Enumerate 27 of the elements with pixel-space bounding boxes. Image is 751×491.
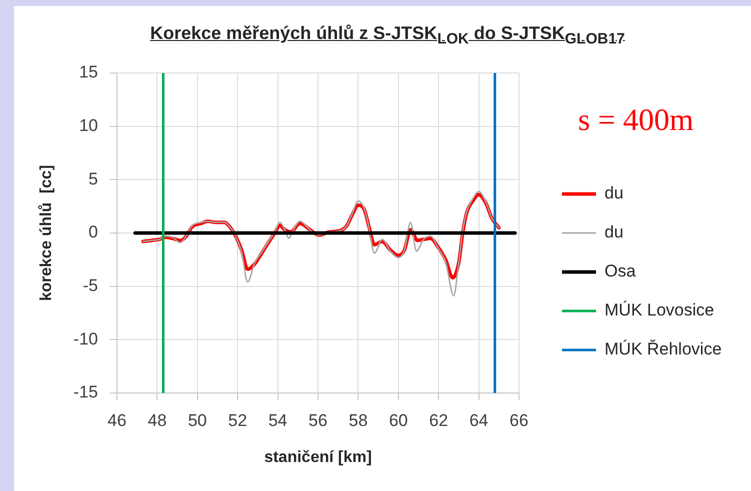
x-axis-title: staničení [km] (264, 448, 372, 466)
legend-label: MÚK Řehlovice (604, 340, 722, 359)
text: s = 400m (578, 102, 694, 137)
legend-label: du (604, 184, 624, 203)
x-tick-label: 58 (348, 410, 368, 430)
x-tick-label: 50 (188, 410, 207, 430)
legend-label: MÚK Lovosice (604, 300, 714, 320)
y-tick-label: 15 (79, 62, 98, 82)
x-tick-label: 66 (510, 410, 528, 430)
x-tick-label: 54 (268, 410, 288, 430)
y-tick-label: -5 (82, 276, 98, 296)
y-tick-label: -15 (73, 382, 98, 402)
y-tick-label: 10 (79, 116, 98, 136)
x-tick-label: 62 (429, 410, 448, 430)
legend-label: Osa (604, 262, 636, 281)
x-tick-label: 64 (469, 410, 488, 430)
y-tick-label: 5 (88, 169, 98, 188)
x-tick-label: 60 (388, 410, 408, 430)
x-tick-label: 46 (108, 410, 126, 430)
x-tick-label: 56 (308, 410, 328, 430)
chart-title: Korekce měřených úhlů z S-JTSK$_{LOK}$ do S-JTSK$_{GLOB17}$ (150, 23, 625, 48)
x-tick-label: 52 (228, 410, 248, 430)
legend-label: du (604, 222, 624, 242)
x-tick-label: 48 (148, 410, 167, 430)
y-tick-label: -10 (73, 329, 98, 348)
y-axis-title: korekce úhlů [cc] (38, 164, 56, 302)
y-tick-label: 0 (88, 222, 98, 242)
